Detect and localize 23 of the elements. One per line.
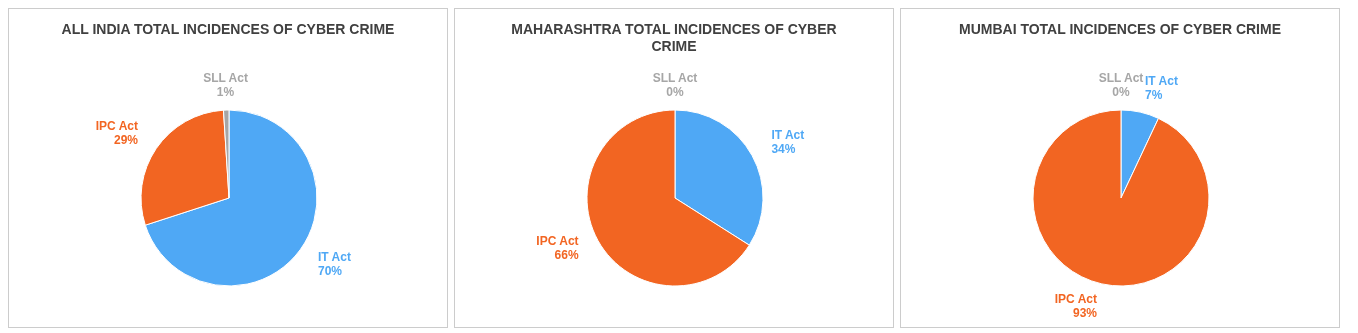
data-label: 70% [317, 263, 343, 278]
slice-label: IT Act [1145, 73, 1178, 88]
text: 0% [1112, 85, 1130, 99]
data-label: 1% [216, 85, 235, 100]
slice-label: SLL Act [203, 71, 248, 86]
slice-label: IT Act [317, 249, 351, 264]
data-label: 93% [1072, 306, 1098, 321]
text: 0% [666, 85, 684, 99]
data-label: 66% [554, 247, 579, 262]
slice-label: IT Act [771, 128, 805, 143]
data-label: 29% [113, 133, 139, 148]
chart-title: MAHARASHTRA TOTAL INCIDENCES OF CYBER CRIME [510, 20, 838, 56]
data-label: 34% [771, 142, 796, 157]
slice-label: IPC Act [1054, 292, 1097, 307]
data-label: 7% [1145, 87, 1163, 102]
pie-slice [1032, 109, 1210, 287]
chart-title: ALL INDIA TOTAL INCIDENCES OF CYBER CRIME [60, 20, 396, 39]
category-label: SLL Act [652, 71, 698, 85]
slice-label: IPC Act [95, 119, 139, 134]
pie-slice [144, 109, 318, 287]
slice-label: IPC Act [536, 233, 579, 248]
category-label: SLL Act [1098, 71, 1144, 85]
chart-title: MUMBAI TOTAL INCIDENCES OF CYBER CRIME [958, 20, 1282, 39]
